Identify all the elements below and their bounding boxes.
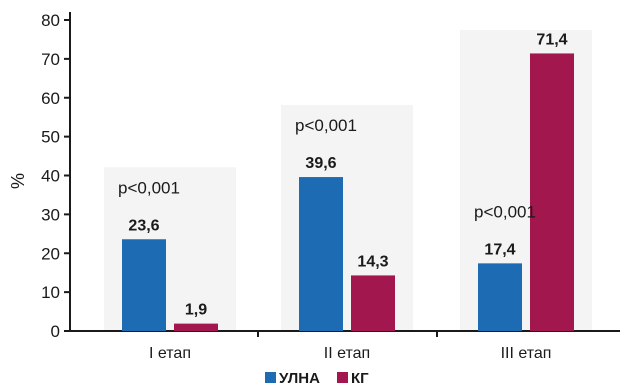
- legend-swatch: [265, 372, 276, 383]
- bar: [530, 53, 574, 332]
- y-tick-label: 30: [41, 205, 60, 224]
- y-tick-label: 0: [51, 322, 60, 341]
- data-label: 39,6: [305, 155, 336, 172]
- y-tick-label: 40: [41, 167, 60, 186]
- y-tick-label: 60: [41, 89, 60, 108]
- p-value-annotation: p<0,001: [474, 202, 536, 221]
- y-tick-label: 50: [41, 128, 60, 147]
- data-label: 1,9: [185, 302, 207, 319]
- bar: [122, 239, 166, 331]
- category-label: II етап: [324, 345, 370, 362]
- bar: [351, 275, 395, 331]
- y-tick-label: 10: [41, 283, 60, 302]
- bar: [478, 263, 522, 331]
- category-label: III етап: [501, 345, 552, 362]
- bar: [174, 323, 218, 331]
- data-label: 17,4: [484, 241, 515, 258]
- bar: [299, 177, 343, 331]
- p-value-annotation: p<0,001: [118, 178, 180, 197]
- y-tick-label: 80: [41, 11, 60, 30]
- legend-swatch: [337, 372, 348, 383]
- y-tick-label: 70: [41, 50, 60, 69]
- data-label: 14,3: [357, 253, 388, 270]
- data-label: 71,4: [536, 31, 567, 48]
- y-axis-label: %: [8, 173, 28, 189]
- legend-item: КГ: [351, 370, 369, 387]
- y-tick-label: 20: [41, 244, 60, 263]
- data-label: 23,6: [128, 217, 159, 234]
- category-label: I етап: [149, 345, 191, 362]
- legend-item: УЛНА: [279, 370, 320, 387]
- p-value-annotation: p<0,001: [295, 116, 357, 135]
